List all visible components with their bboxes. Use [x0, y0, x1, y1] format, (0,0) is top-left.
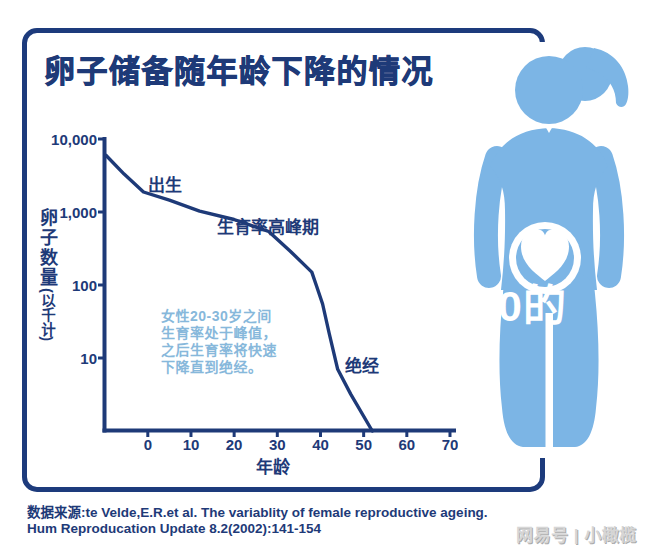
y-axis-title-unit: (以千计) [39, 288, 55, 341]
woman-silhouette [486, 47, 628, 449]
y-tick-label: 100 [37, 277, 97, 294]
annotation-peak: 生育率高峰期 [217, 213, 319, 238]
woman-right-arm [601, 158, 612, 276]
x-tick-label: 20 [214, 436, 254, 453]
y-tick-label: 1,000 [37, 204, 97, 221]
white-watermark: 0的 [498, 271, 567, 333]
note-line-4: 下降直到绝经。 [161, 359, 277, 376]
y-axis-title: 卵子数量(以千计) [34, 208, 60, 341]
note-line-3: 之后生育率将快速 [161, 342, 277, 359]
note-line-2: 生育率处于峰值， [161, 325, 277, 342]
egg-count-curve [106, 155, 372, 431]
x-tick-label: 60 [387, 436, 427, 453]
y-tick-label: 10,000 [37, 131, 97, 148]
x-tick-label: 30 [257, 436, 297, 453]
pregnant-woman-illustration [458, 42, 660, 458]
woman-left-arm [486, 158, 497, 276]
woman-head [515, 56, 583, 124]
source-line-1: 数据来源:te Velde,E.R.et al. The variablity … [27, 505, 488, 521]
note-line-1: 女性20-30岁之间 [161, 308, 277, 325]
data-source: 数据来源:te Velde,E.R.et al. The variablity … [27, 505, 488, 536]
annotation-birth: 出生 [148, 171, 182, 196]
platform-watermark: 网易号 | 小橄榄 [516, 521, 637, 546]
source-line-2: Hum Reproducation Update 8.2(2002):141-1… [27, 521, 488, 537]
x-tick-label: 10 [171, 436, 211, 453]
x-axis-title: 年龄 [233, 453, 313, 478]
fertility-note: 女性20-30岁之间 生育率处于峰值， 之后生育率将快速 下降直到绝经。 [161, 308, 277, 376]
x-tick-label: 0 [128, 436, 168, 453]
x-tick-label: 40 [300, 436, 340, 453]
x-tick-label: 50 [344, 436, 384, 453]
y-tick-label: 10 [37, 350, 97, 367]
leg-gap [546, 313, 554, 449]
annotation-menopause: 绝经 [345, 352, 379, 377]
infographic: 卵子储备随年龄下降的情况 卵子数量(以千计) 10,0001,00010010 … [0, 0, 660, 557]
